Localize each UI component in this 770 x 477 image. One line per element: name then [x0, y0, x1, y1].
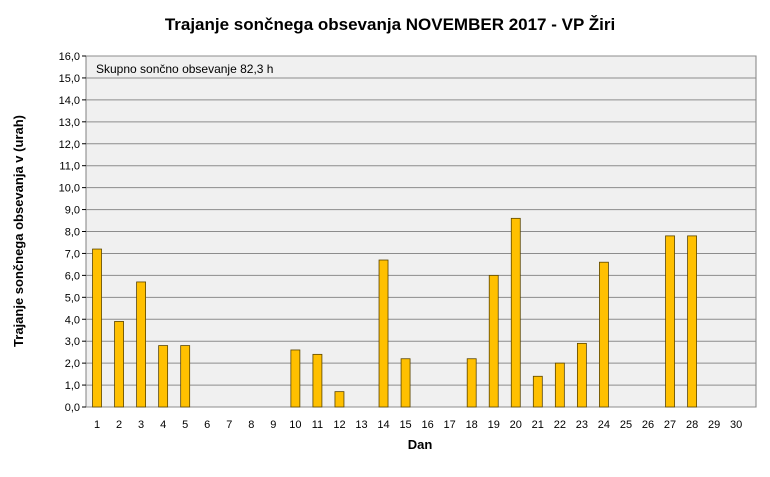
bar-day-1	[92, 248, 102, 408]
x-tick-label: 17	[444, 419, 456, 431]
x-tick-label: 10	[289, 419, 301, 431]
y-tick-label: 16,0	[59, 51, 80, 63]
bar-day-15	[400, 358, 411, 408]
y-tick-label: 11,0	[59, 161, 80, 173]
y-tick-label: 14,0	[59, 95, 80, 107]
x-tick-label: 28	[686, 419, 698, 431]
y-tick-label: 9,0	[65, 205, 80, 217]
x-tick-label: 16	[421, 419, 433, 431]
x-tick-label: 27	[664, 419, 676, 431]
x-tick-labels: 1 2 3 4 5 6 7 8 9 10 11 12 13 14 15 16 17 18 19 20 21 22 23 24 2…	[94, 419, 742, 431]
x-tick-label: 5	[182, 419, 188, 431]
bars	[92, 217, 697, 408]
y-tick-label: 10,0	[59, 183, 80, 195]
bar-day-27	[665, 235, 675, 408]
bar-day-11	[312, 353, 323, 408]
x-tick-label: 14	[377, 419, 389, 431]
x-tick-label: 3	[138, 419, 144, 431]
y-tick-label: 6,0	[65, 270, 80, 282]
bar-day-24	[599, 261, 609, 408]
bar-day-14	[378, 259, 389, 408]
y-tick-label: 8,0	[65, 227, 80, 239]
x-tick-label: 18	[466, 419, 478, 431]
bar-day-19	[488, 274, 499, 408]
x-tick-label: 13	[355, 419, 367, 431]
y-tick-label: 3,0	[65, 336, 80, 348]
x-tick-label: 19	[488, 419, 500, 431]
y-tick-label: 7,0	[65, 248, 80, 260]
bar-day-2	[114, 321, 124, 408]
x-tick-label: 1	[94, 419, 100, 431]
y-axis-label: Trajanje sončnega obsevanja v (urah)	[11, 115, 26, 347]
x-tick-label: 20	[510, 419, 522, 431]
y-tick-label: 15,0	[59, 73, 80, 85]
x-tick-label: 30	[730, 419, 742, 431]
bar-day-23	[576, 342, 587, 408]
x-tick-label: 7	[226, 419, 232, 431]
x-tick-label: 6	[204, 419, 210, 431]
x-tick-label: 24	[598, 419, 610, 431]
y-tick-labels: 0,0 1,0 2,0 3,0 4,0 5,0 6,0 7,0 8,0 9,0 10,0 11,0 12…	[59, 51, 80, 414]
x-tick-label: 23	[576, 419, 588, 431]
bar-day-5	[180, 345, 191, 408]
y-tick-label: 1,0	[65, 380, 80, 392]
x-tick-label: 25	[620, 419, 632, 431]
y-tick-label: 2,0	[65, 358, 80, 370]
x-tick-label: 29	[708, 419, 720, 431]
bar-day-28	[687, 235, 697, 408]
y-tick-label: 12,0	[59, 139, 80, 151]
x-tick-label: 11	[312, 419, 323, 431]
x-axis-label: Dan	[408, 437, 433, 452]
bar-day-22	[554, 362, 565, 408]
bar-day-18	[466, 358, 477, 408]
bar-day-20	[510, 217, 521, 408]
bar-day-12	[334, 391, 345, 408]
y-tick-label: 5,0	[65, 292, 80, 304]
x-tick-label: 12	[333, 419, 345, 431]
x-tick-label: 22	[554, 419, 566, 431]
total-annotation: Skupno sončno obsevanje 82,3 h	[96, 62, 273, 76]
y-tick-label: 4,0	[65, 314, 80, 326]
y-tick-label: 13,0	[59, 117, 80, 129]
x-tick-label: 8	[248, 419, 254, 431]
x-tick-label: 26	[642, 419, 654, 431]
bar-day-21	[532, 375, 543, 408]
x-tick-label: 21	[532, 419, 544, 431]
bar-day-10	[290, 349, 301, 408]
chart-title: Trajanje sončnega obsevanja NOVEMBER 201…	[165, 15, 615, 34]
x-tick-label: 15	[399, 419, 411, 431]
x-tick-label: 9	[270, 419, 276, 431]
x-tick-label: 2	[116, 419, 122, 431]
gridlines	[82, 55, 756, 408]
bar-day-4	[158, 345, 169, 408]
y-tick-label: 0,0	[65, 402, 80, 414]
bar-day-3	[136, 281, 146, 408]
x-tick-label: 4	[160, 419, 166, 431]
